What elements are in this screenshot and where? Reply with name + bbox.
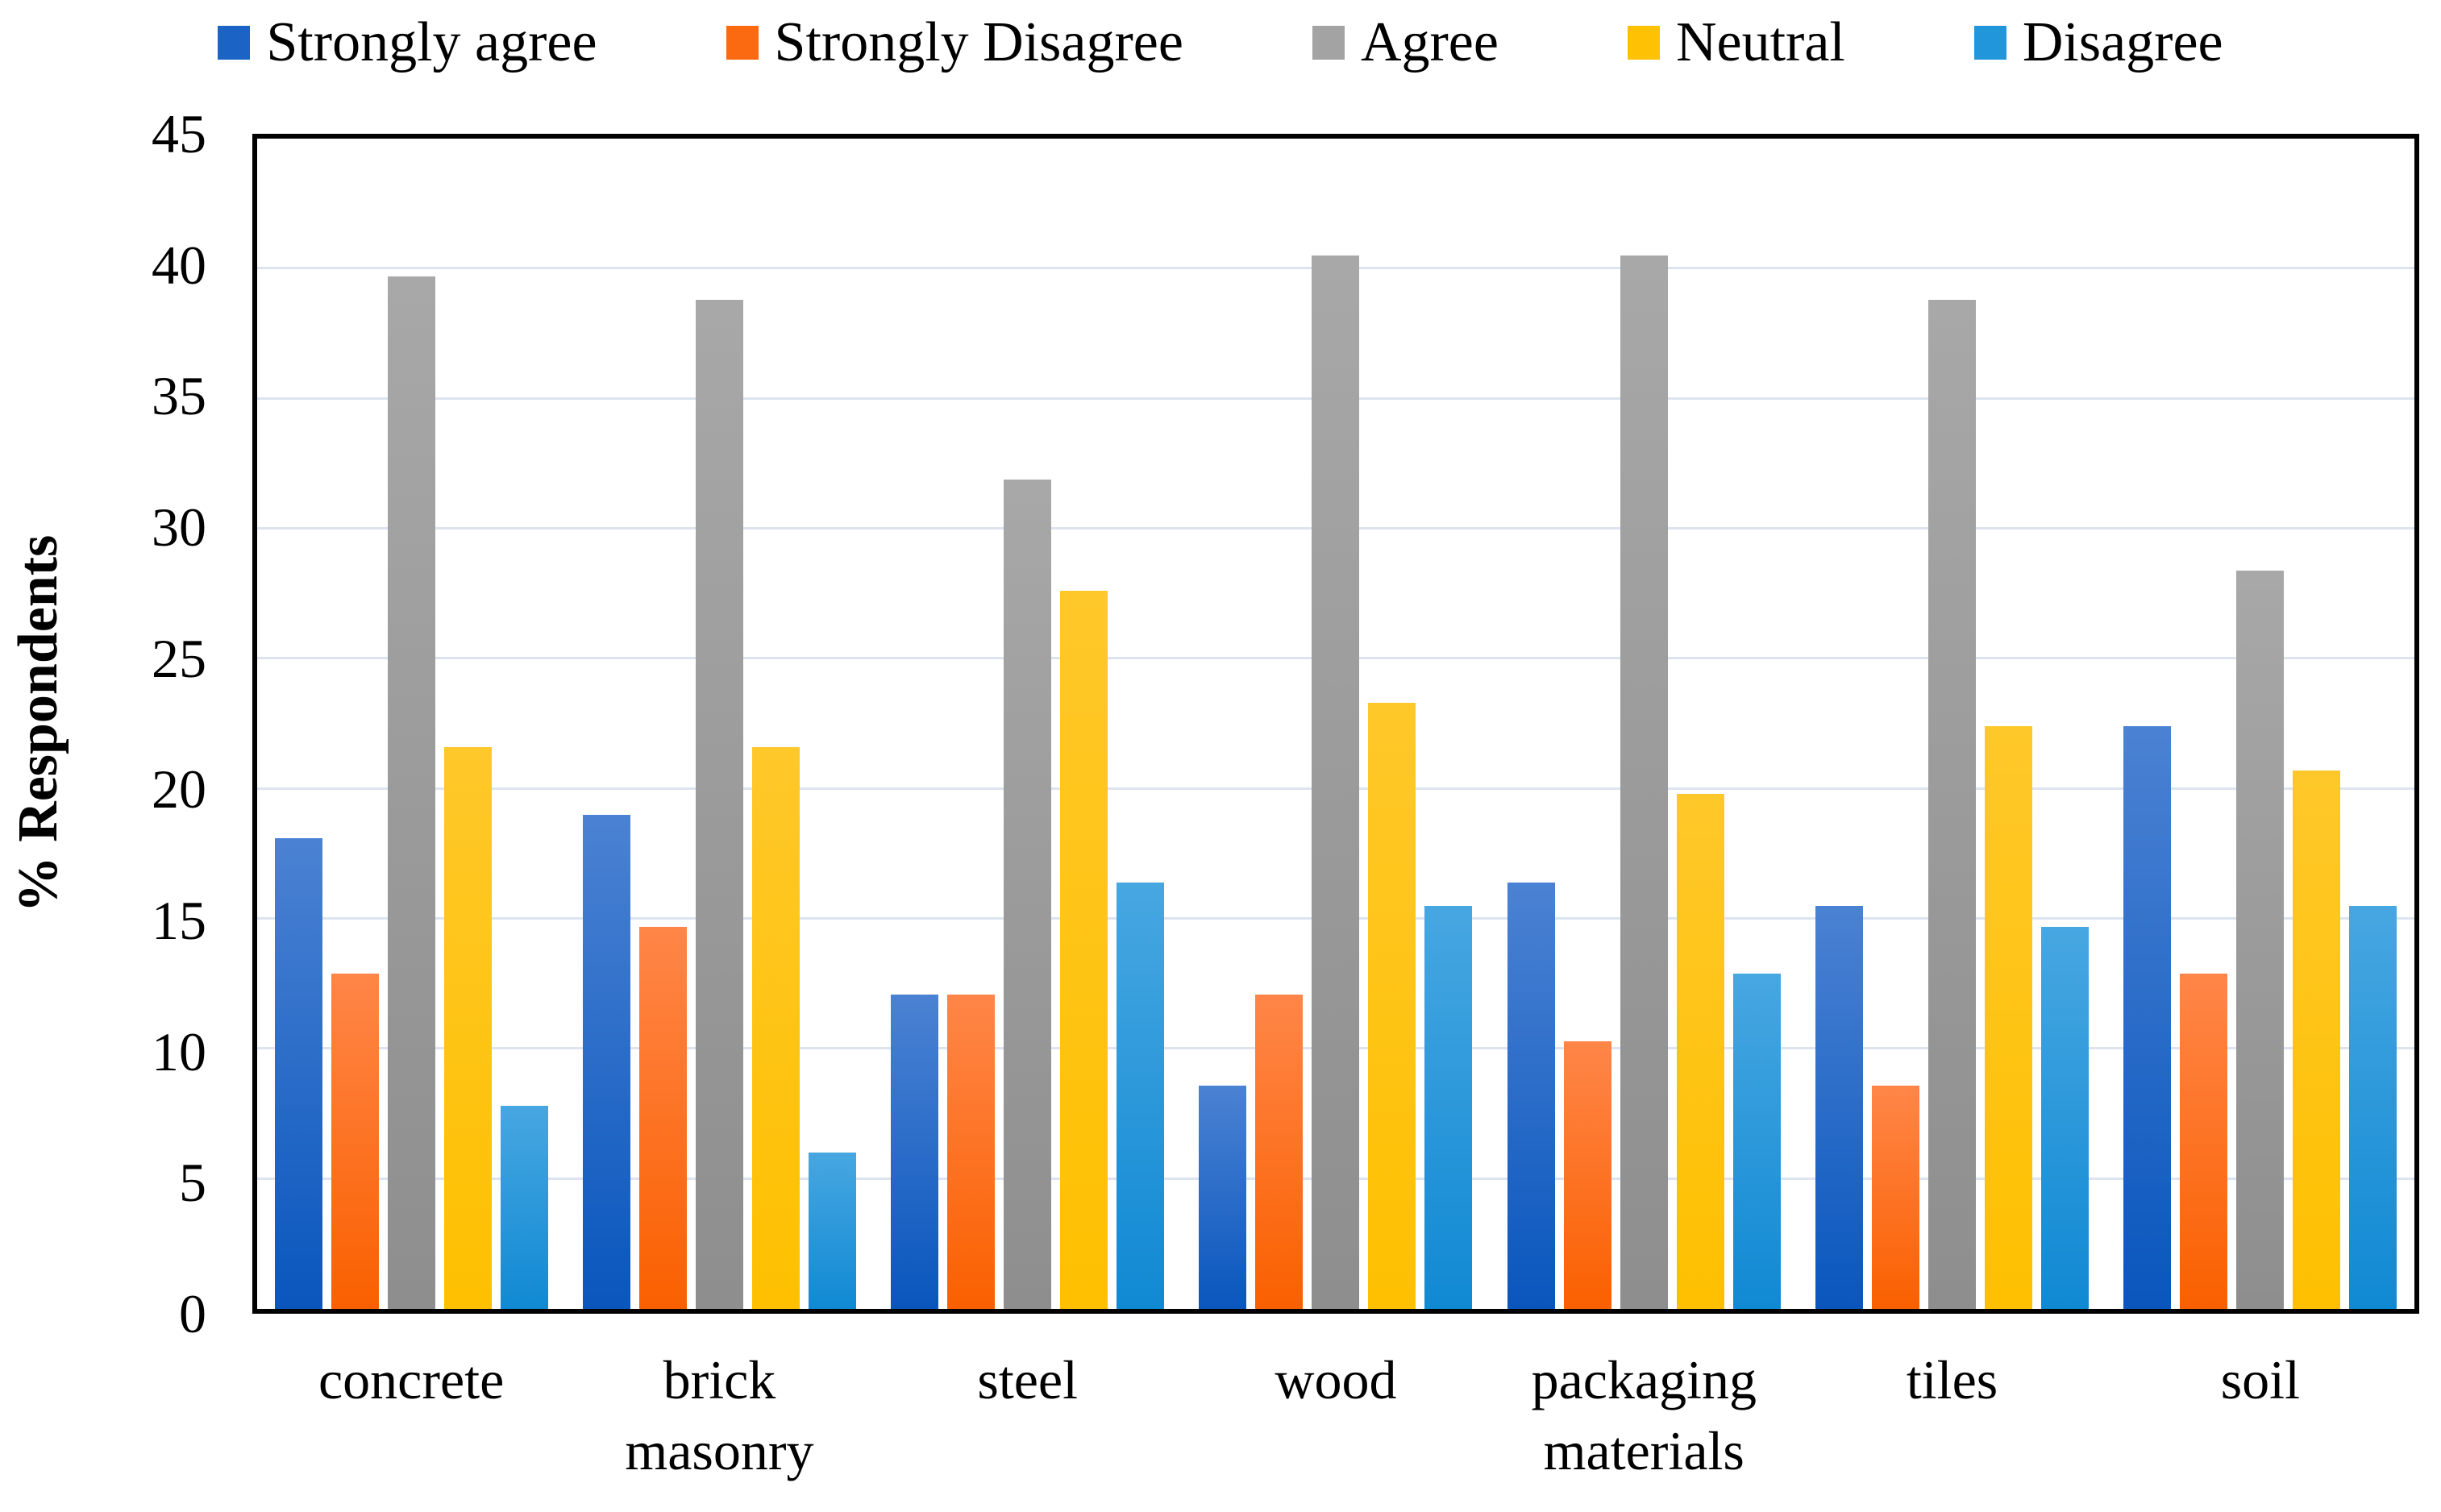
bar-wood-disagree: [1424, 905, 1473, 1309]
y-tick-label-5: 5: [179, 1152, 206, 1214]
x-category-label-line: packaging: [1531, 1349, 1757, 1410]
bar-group-wood: [1182, 139, 1490, 1309]
bar-soil-strongly-agree: [2123, 726, 2172, 1309]
x-category-label-line: masonry: [625, 1420, 814, 1482]
bar-soil-neutral: [2293, 771, 2341, 1309]
bar-packaging-materials-strongly-agree: [1507, 882, 1555, 1309]
bar-steel-strongly-disagree: [947, 994, 996, 1309]
bar-soil-disagree: [2349, 905, 2397, 1309]
bar-brick-masonry-strongly-agree: [582, 814, 630, 1309]
bar-wood-strongly-agree: [1199, 1085, 1247, 1309]
bar-packaging-materials-agree: [1620, 255, 1668, 1309]
bar-packaging-materials-neutral: [1676, 794, 1724, 1309]
bar-steel-disagree: [1117, 882, 1165, 1309]
legend-swatch-strongly-disagree: [726, 26, 759, 60]
legend-label: Agree: [1360, 11, 1499, 73]
legend-item-neutral: Neutral: [1627, 11, 1845, 73]
legend-item-strongly-agree: Strongly agree: [218, 15, 597, 71]
x-category-label-wood: wood: [1182, 1344, 1490, 1415]
x-category-label-line: soil: [2220, 1349, 2300, 1410]
y-axis-title: % Respondents: [7, 534, 69, 913]
bar-concrete-agree: [387, 276, 435, 1309]
bar-tiles-agree: [1928, 300, 1977, 1309]
y-tick-label-35: 35: [152, 365, 206, 427]
x-category-label-tiles: tiles: [1798, 1344, 2106, 1415]
bar-wood-neutral: [1368, 703, 1416, 1309]
legend-item-disagree: Disagree: [1973, 11, 2223, 73]
legend-label: Disagree: [2022, 11, 2223, 73]
bar-wood-strongly-disagree: [1255, 994, 1304, 1309]
bar-group-tiles: [1798, 139, 2106, 1309]
chart-legend: Strongly agree Strongly Disagree Agree Neut…: [0, 6, 2441, 79]
y-tick-label-30: 30: [152, 496, 206, 558]
bar-tiles-strongly-agree: [1815, 905, 1864, 1309]
y-tick-label-45: 45: [152, 103, 206, 164]
y-tick-label-20: 20: [152, 758, 206, 820]
bar-packaging-materials-disagree: [1732, 973, 1781, 1309]
plot-area: [252, 134, 2419, 1314]
y-tick-label-10: 10: [152, 1020, 206, 1082]
x-category-label-soil: soil: [2106, 1344, 2414, 1415]
x-category-label-line: tiles: [1906, 1349, 1998, 1410]
bar-wood-agree: [1312, 255, 1360, 1309]
bar-tiles-strongly-disagree: [1872, 1085, 1920, 1309]
bar-tiles-disagree: [2041, 926, 2090, 1309]
bar-steel-agree: [1004, 479, 1052, 1309]
x-category-label-concrete: concrete: [257, 1344, 565, 1415]
bar-group-brick-masonry: [565, 139, 873, 1309]
legend-swatch-neutral: [1627, 26, 1660, 60]
x-category-label-line: brick: [663, 1349, 776, 1410]
y-tick-label-0: 0: [179, 1283, 206, 1344]
x-category-label-brick-masonry: brick masonry: [565, 1344, 873, 1487]
bar-brick-masonry-strongly-disagree: [638, 926, 687, 1309]
bar-group-packaging-materials: [1490, 139, 1798, 1309]
bar-brick-masonry-neutral: [751, 747, 800, 1309]
bar-group-steel: [874, 139, 1182, 1309]
legend-swatch-agree: [1312, 26, 1345, 60]
bar-concrete-neutral: [443, 747, 492, 1309]
bar-tiles-neutral: [1985, 726, 2033, 1309]
bar-soil-agree: [2236, 570, 2285, 1309]
x-category-label-line: wood: [1275, 1349, 1397, 1410]
legend-label: Strongly Disagree: [774, 11, 1183, 73]
bar-packaging-materials-strongly-disagree: [1563, 1041, 1611, 1309]
legend-label: Strongly agree: [266, 11, 597, 73]
bar-soil-strongly-disagree: [2180, 973, 2228, 1309]
bar-brick-masonry-disagree: [808, 1153, 856, 1309]
y-tick-label-15: 15: [152, 890, 206, 951]
bar-brick-masonry-agree: [695, 300, 743, 1309]
x-category-label-packaging-materials: packaging materials: [1490, 1344, 1798, 1487]
bar-group-soil: [2106, 139, 2414, 1309]
legend-swatch-disagree: [1973, 26, 2006, 60]
x-category-label-line: concrete: [318, 1349, 505, 1410]
bar-steel-neutral: [1060, 591, 1108, 1309]
y-tick-label-40: 40: [152, 234, 206, 296]
legend-label: Neutral: [1675, 11, 1845, 73]
legend-item-agree: Agree: [1312, 15, 1499, 71]
legend-item-strongly-disagree: Strongly Disagree: [726, 15, 1183, 71]
y-tick-label-25: 25: [152, 627, 206, 689]
bar-concrete-strongly-agree: [274, 837, 322, 1309]
bar-concrete-disagree: [500, 1106, 548, 1309]
x-category-label-steel: steel: [874, 1344, 1182, 1415]
x-category-label-line: materials: [1543, 1420, 1744, 1482]
bar-group-concrete: [257, 139, 565, 1309]
x-category-label-line: steel: [977, 1349, 1079, 1410]
bar-concrete-strongly-disagree: [331, 973, 379, 1309]
legend-swatch-strongly-agree: [218, 26, 251, 60]
bar-steel-strongly-agree: [891, 994, 939, 1309]
